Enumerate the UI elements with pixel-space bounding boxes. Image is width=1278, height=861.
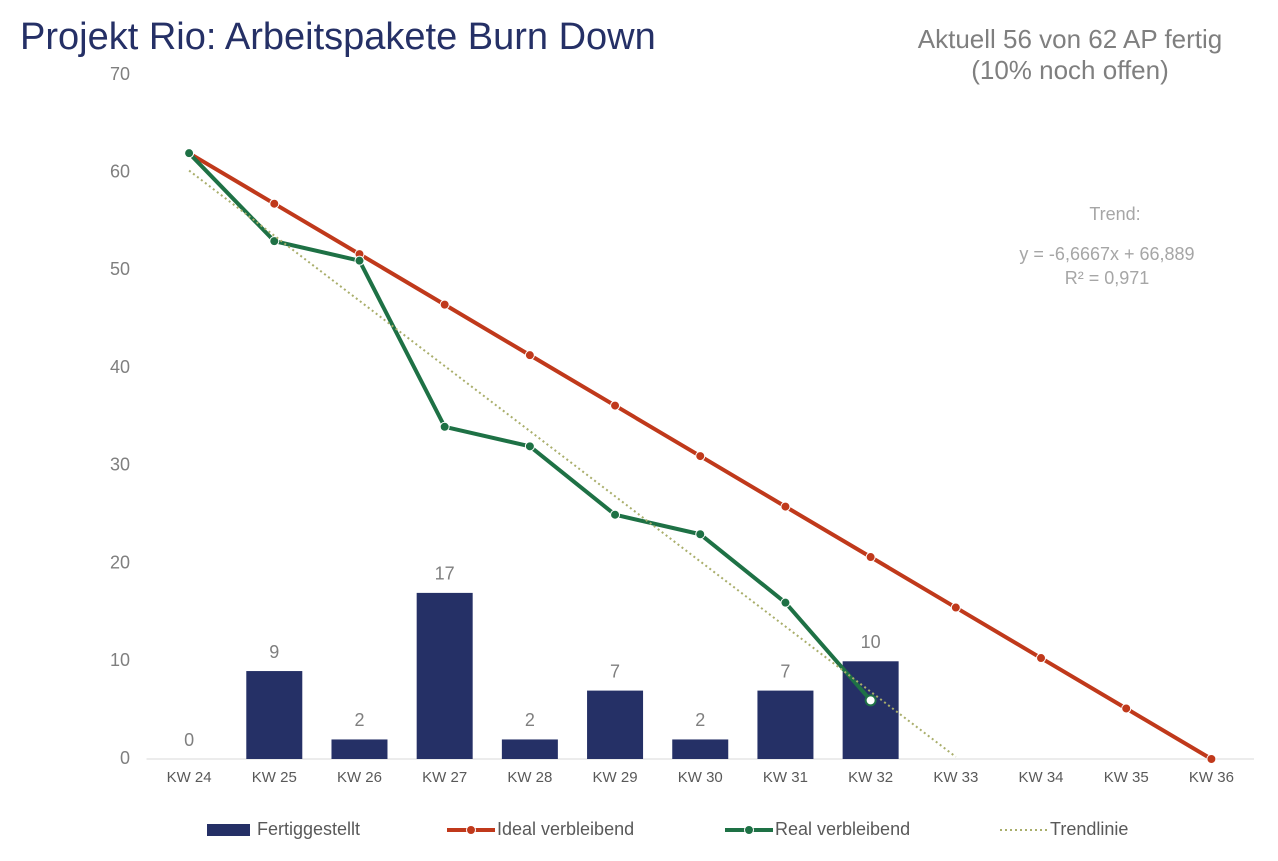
trend-annotation: Trend: (1089, 204, 1140, 224)
y-tick-label: 20 (110, 552, 130, 572)
data-label: 17 (435, 564, 455, 584)
marker (354, 255, 365, 266)
marker (780, 501, 791, 512)
marker (439, 299, 450, 310)
marker (864, 694, 877, 707)
bar (587, 690, 644, 759)
data-label: 10 (861, 632, 881, 652)
data-label: 2 (525, 710, 535, 730)
marker (184, 148, 195, 159)
bar (757, 690, 814, 759)
data-label: 9 (269, 642, 279, 662)
marker (610, 509, 621, 520)
x-tick-label: KW 30 (678, 769, 723, 786)
legend-label: Trendlinie (1050, 819, 1128, 839)
y-tick-label: 30 (110, 455, 130, 475)
trend-annotation: y = -6,6667x + 66,889 (1019, 244, 1194, 264)
marker (1036, 653, 1047, 664)
y-tick-label: 70 (110, 64, 130, 84)
legend-label: Fertiggestellt (257, 819, 360, 839)
data-label: 7 (780, 661, 790, 681)
legend-label: Real verbleibend (775, 819, 910, 839)
legend-swatch (466, 825, 476, 835)
data-label: 0 (184, 730, 194, 750)
marker (524, 441, 535, 452)
y-tick-label: 10 (110, 650, 130, 670)
marker (695, 529, 706, 540)
marker (695, 451, 706, 462)
x-tick-label: KW 28 (507, 769, 552, 786)
legend-swatch (744, 825, 754, 835)
marker (950, 602, 961, 613)
bar (501, 739, 558, 759)
marker (524, 350, 535, 361)
y-tick-label: 60 (110, 161, 130, 181)
data-label: 7 (610, 661, 620, 681)
bar (246, 671, 303, 759)
data-label: 2 (354, 710, 364, 730)
x-tick-label: KW 27 (422, 769, 467, 786)
x-tick-label: KW 26 (337, 769, 382, 786)
marker (269, 198, 280, 209)
y-tick-label: 0 (120, 748, 130, 768)
y-tick-label: 40 (110, 357, 130, 377)
x-tick-label: KW 25 (252, 769, 297, 786)
line (187, 151, 873, 702)
chart-title: Projekt Rio: Arbeitspakete Burn Down (20, 16, 656, 58)
marker (1206, 754, 1217, 764)
bar (416, 592, 473, 759)
x-tick-label: KW 34 (1019, 769, 1064, 786)
x-tick-label: KW 29 (593, 769, 638, 786)
x-tick-label: KW 35 (1104, 769, 1149, 786)
legend-label: Ideal verbleibend (497, 819, 634, 839)
x-tick-label: KW 24 (167, 769, 212, 786)
bar (331, 739, 388, 759)
marker (610, 400, 621, 411)
x-tick-label: KW 33 (933, 769, 978, 786)
x-tick-label: KW 36 (1189, 769, 1234, 786)
line (188, 169, 957, 758)
legend-swatch (207, 824, 250, 836)
marker (439, 421, 450, 432)
marker (1121, 703, 1132, 714)
marker (269, 236, 280, 247)
x-tick-label: KW 31 (763, 769, 808, 786)
marker (780, 597, 791, 608)
chart-subtitle: Aktuell 56 von 62 AP fertig (918, 24, 1223, 54)
trend-annotation: R² = 0,971 (1065, 268, 1150, 288)
bar (672, 739, 729, 759)
data-label: 2 (695, 710, 705, 730)
chart-subtitle: (10% noch offen) (971, 55, 1169, 85)
y-tick-label: 50 (110, 259, 130, 279)
marker (865, 552, 876, 563)
x-tick-label: KW 32 (848, 769, 893, 786)
